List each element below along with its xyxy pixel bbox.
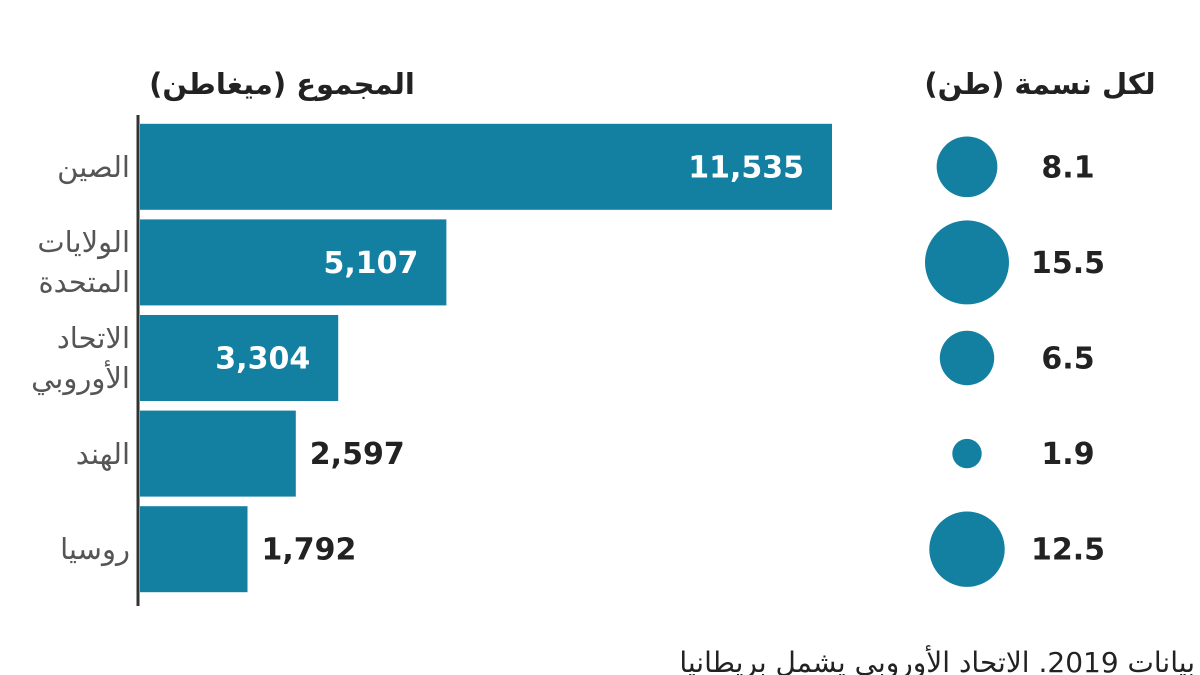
value-label: 12.5 [1031,533,1105,568]
bar [140,219,447,306]
bar [140,506,248,593]
bubble-title: لكل نسمة (طن) [924,67,1155,101]
value-label: 5,107 [323,246,418,281]
value-label: 1.9 [1041,437,1094,472]
category-label: الاتحاد الأوروبي [31,321,130,395]
value-label: 15.5 [1031,246,1105,281]
bar [140,123,832,210]
bubble [952,438,982,469]
value-label: 8.1 [1041,150,1094,185]
footnote: بيانات 2019. الاتحاد الأوروبي يشمل بريطا… [679,644,1195,675]
bar [140,315,339,401]
bubble [925,220,1009,305]
category-label: الهند [75,436,130,471]
bar [140,410,296,497]
bar-title: المجموع (ميغاطن) [149,67,415,101]
bubble [929,511,1005,587]
value-label: 6.5 [1041,342,1094,377]
value-label: 3,304 [215,342,310,377]
category-label: الصين [57,149,130,184]
category-label: الولايات المتحدة [37,225,130,300]
bubble [936,136,998,198]
bubble [939,330,995,386]
value-label: 2,597 [310,437,405,472]
value-label: 11,535 [688,150,804,185]
value-label: 1,792 [262,533,357,568]
category-label: روسيا [60,532,130,567]
